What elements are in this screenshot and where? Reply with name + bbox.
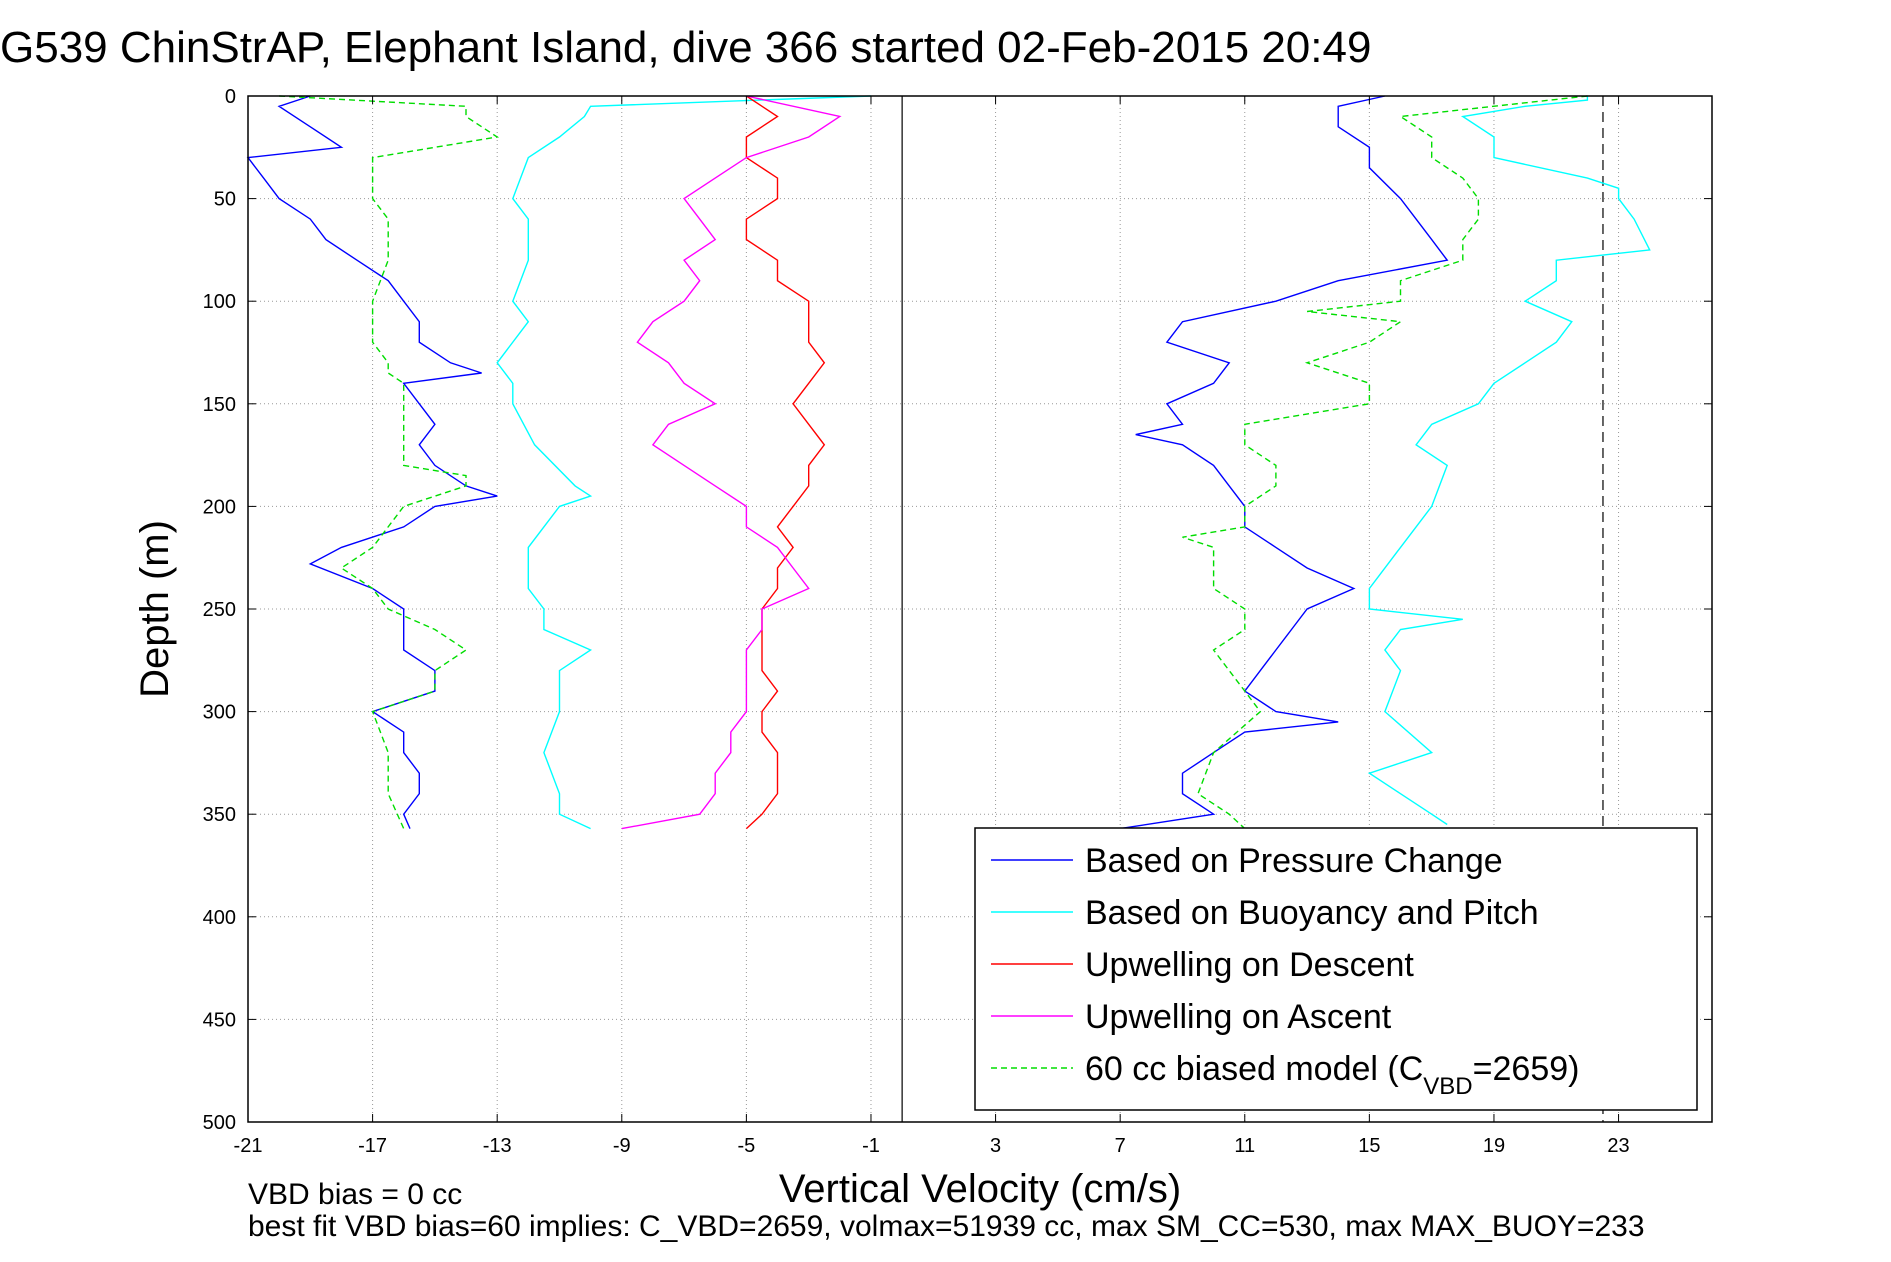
y-tick-label: 500 — [203, 1112, 236, 1134]
x-tick-label: 7 — [1115, 1135, 1126, 1157]
legend: Based on Pressure Change Based on Buoyanc… — [974, 827, 1698, 1111]
y-tick-label: 450 — [203, 1009, 236, 1031]
legend-label: Based on Pressure Change — [1085, 842, 1503, 880]
x-axis-label: Vertical Velocity (cm/s) — [779, 1167, 1181, 1211]
y-tick-label: 100 — [203, 291, 236, 313]
y-tick-label: 250 — [203, 599, 236, 621]
series-line-5 — [621, 95, 842, 830]
y-tick-label: 400 — [203, 907, 236, 929]
series-line-2 — [496, 95, 872, 830]
y-tick-label: 0 — [225, 86, 236, 108]
x-tick-label: -5 — [737, 1135, 755, 1157]
legend-label-text: 60 cc biased model (C — [1085, 1050, 1423, 1088]
x-tick-label: -1 — [862, 1135, 880, 1157]
footnote-bias: VBD bias = 0 cc — [248, 1178, 462, 1211]
x-tick-label: 23 — [1607, 1135, 1629, 1157]
legend-label: 60 cc biased model (CVBD=2659) — [1085, 1050, 1579, 1100]
x-tick-label: 11 — [1234, 1135, 1255, 1157]
series-line-7 — [1182, 95, 1588, 830]
x-tick-label: -17 — [358, 1135, 387, 1157]
legend-label-suffix: =2659) — [1473, 1050, 1580, 1088]
legend-label-text: Based on Pressure Change — [1085, 842, 1503, 880]
legend-label-text: Upwelling on Ascent — [1085, 998, 1392, 1036]
legend-label-text: Upwelling on Descent — [1085, 946, 1414, 984]
footnote-best-fit: best fit VBD bias=60 implies: C_VBD=2659… — [248, 1210, 1645, 1243]
y-tick-label: 350 — [203, 804, 236, 826]
x-tick-label: -9 — [613, 1135, 631, 1157]
legend-label-subscript: VBD — [1423, 1073, 1472, 1100]
y-axis-label: Depth (m) — [133, 520, 177, 698]
y-tick-label: 50 — [214, 189, 236, 211]
legend-box — [974, 827, 1698, 1111]
x-tick-label: 3 — [990, 1135, 1001, 1157]
axis-ticks: -21 -17 -13 -9 -5 -1 3 7 11 15 19 23050100150200250… — [203, 86, 1712, 1157]
y-tick-label: 150 — [203, 394, 236, 416]
series-line-3 — [1367, 96, 1651, 826]
legend-label: Upwelling on Descent — [1085, 946, 1414, 984]
legend-label: Upwelling on Ascent — [1085, 998, 1392, 1036]
series-line-1 — [1120, 95, 1449, 830]
legend-label-text: Based on Buoyancy and Pitch — [1085, 894, 1539, 932]
chart-title: G539 ChinStrAP, Elephant Island, dive 36… — [0, 23, 1371, 72]
series-line-6 — [279, 95, 500, 829]
y-tick-label: 200 — [203, 496, 236, 518]
x-tick-label: 19 — [1483, 1135, 1505, 1157]
legend-label: Based on Buoyancy and Pitch — [1085, 894, 1539, 932]
x-tick-label: -13 — [483, 1135, 512, 1157]
y-tick-label: 300 — [203, 702, 236, 724]
series-line-0 — [246, 95, 498, 829]
series-line-4 — [745, 95, 826, 830]
x-tick-label: 15 — [1358, 1135, 1380, 1157]
x-tick-label: -21 — [234, 1135, 263, 1157]
